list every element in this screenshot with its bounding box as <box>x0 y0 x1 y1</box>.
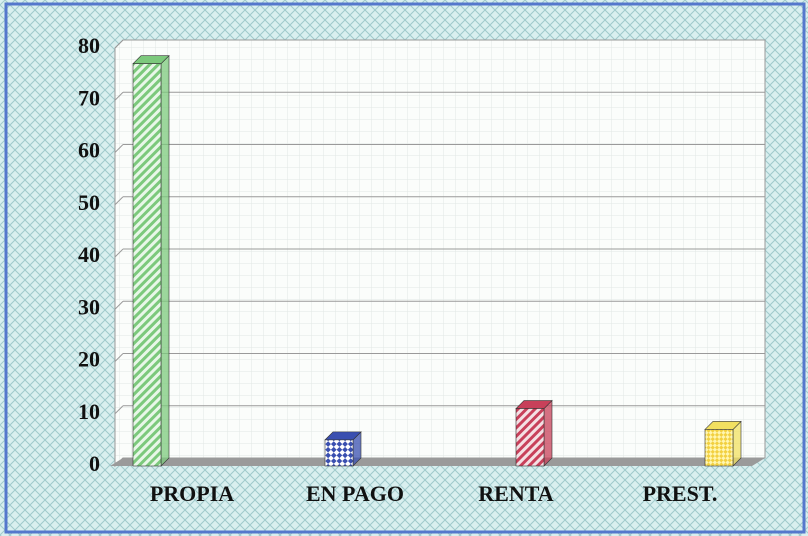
y-tick-label: 80 <box>78 33 100 58</box>
grid-line-side <box>114 405 124 415</box>
bar-front <box>704 429 734 467</box>
floor <box>110 458 765 466</box>
y-tick-label: 30 <box>78 294 100 319</box>
y-tick-label: 50 <box>78 190 100 215</box>
grid-line-side <box>114 144 124 153</box>
frame <box>4 2 806 534</box>
grid-line-side <box>114 196 124 206</box>
bar <box>324 431 362 467</box>
y-tick-label: 10 <box>78 399 100 424</box>
bar-front <box>515 408 545 467</box>
x-tick-label: EN PAGO <box>306 481 404 506</box>
bar-side <box>160 54 170 467</box>
grid-line-side <box>114 300 124 310</box>
y-tick-label: 20 <box>78 347 100 372</box>
plot-wall <box>114 39 766 468</box>
bar <box>515 399 553 467</box>
y-tick-label: 0 <box>89 451 100 476</box>
x-tick-label: PROPIA <box>150 481 234 506</box>
grid-line-side <box>114 248 124 258</box>
y-tick-label: 60 <box>78 138 100 163</box>
x-tick-label: PREST. <box>643 481 718 506</box>
grid-line-side <box>114 457 124 467</box>
bar-side <box>543 399 553 467</box>
grid-line-side <box>114 39 124 49</box>
x-tick-label: RENTA <box>478 481 553 506</box>
y-tick-label: 40 <box>78 242 100 267</box>
bar-front <box>324 439 354 467</box>
bar <box>132 54 170 467</box>
bar <box>704 420 742 467</box>
grid-line-side <box>114 353 124 362</box>
y-tick-label: 70 <box>78 85 100 110</box>
grid-line-side <box>114 91 124 101</box>
bar-front <box>132 63 162 467</box>
